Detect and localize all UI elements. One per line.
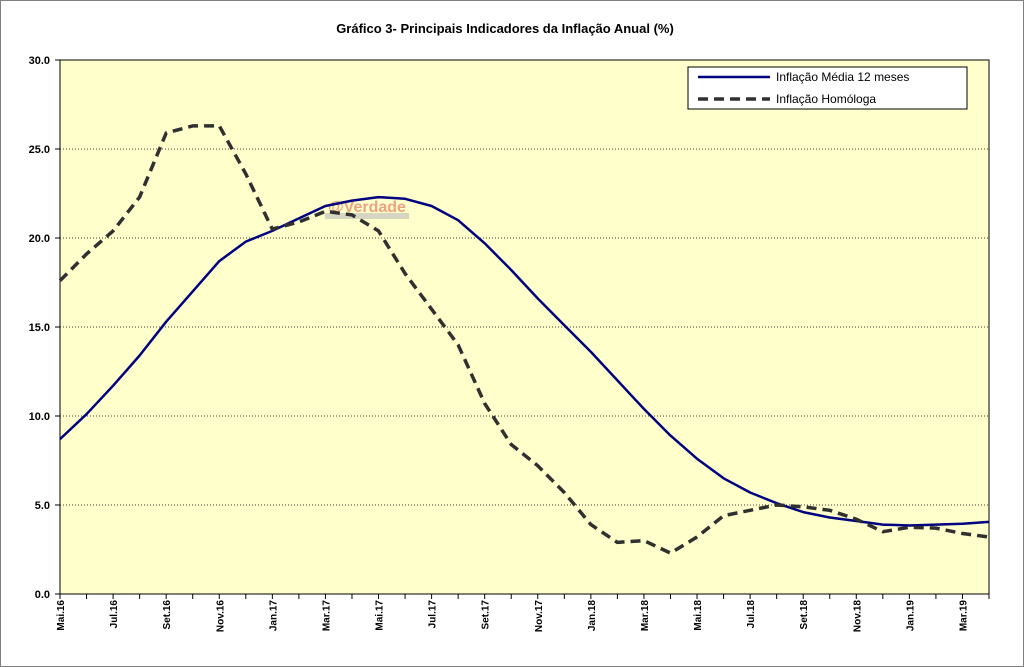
watermark-text: @Verdade (328, 199, 406, 216)
y-tick-label: 20.0 (29, 233, 50, 245)
x-tick-label: Nov.18 (852, 600, 863, 632)
series-lines (58, 124, 990, 555)
x-tick-label: Nov.16 (215, 600, 226, 632)
legend-label-media-12-meses: Inflação Média 12 meses (776, 70, 909, 84)
x-tick-label: Jan.18 (587, 600, 598, 632)
x-tick-label: Mar.18 (640, 600, 651, 632)
x-tick-label: Mai.17 (375, 600, 386, 631)
x-tick-label: Jul.18 (746, 600, 757, 629)
legend-box (687, 66, 968, 110)
x-tick-label: Jul.17 (428, 600, 439, 629)
x-tick-label: Mai.18 (693, 600, 704, 631)
y-tick-label: 0.0 (35, 589, 50, 601)
x-tick-label: Nov.17 (534, 600, 545, 632)
x-tick-label: Jul.16 (109, 600, 120, 629)
series-line-media-12-meses (59, 195, 990, 527)
series-line-homologa (58, 124, 990, 555)
y-axis: 0.0 5.0 10.0 15.0 20.0 25.0 30.0 (29, 55, 60, 601)
x-tick-label: Mar.19 (958, 600, 969, 632)
x-axis: Mai.16 Jul.16 Set.16 Nov.16 Jan.17 Mar.17 Mai.… (56, 594, 990, 632)
y-tick-label: 25.0 (29, 144, 50, 156)
x-tick-label: Set.18 (799, 600, 810, 630)
x-tick-label: Mar.17 (321, 600, 332, 632)
x-tick-label: Jan.19 (905, 600, 916, 632)
chart-title: Gráfico 3- Principais Indicadores da Inf… (336, 21, 674, 36)
watermark-logo: @Verdade (325, 199, 409, 219)
legend: Inflação Média 12 meses Inflação Homólog… (687, 66, 968, 110)
y-tick-label: 5.0 (35, 500, 50, 512)
y-tick-label: 10.0 (29, 411, 50, 423)
x-tick-label: Set.16 (162, 600, 173, 630)
x-tick-label: Mai.16 (56, 600, 67, 631)
legend-label-homologa: Inflação Homóloga (776, 92, 876, 106)
x-tick-label: Jan.17 (268, 600, 279, 632)
gridlines (60, 148, 989, 506)
y-tick-label: 30.0 (29, 55, 50, 67)
y-tick-label: 15.0 (29, 322, 50, 334)
x-tick-label: Set.17 (481, 600, 492, 630)
